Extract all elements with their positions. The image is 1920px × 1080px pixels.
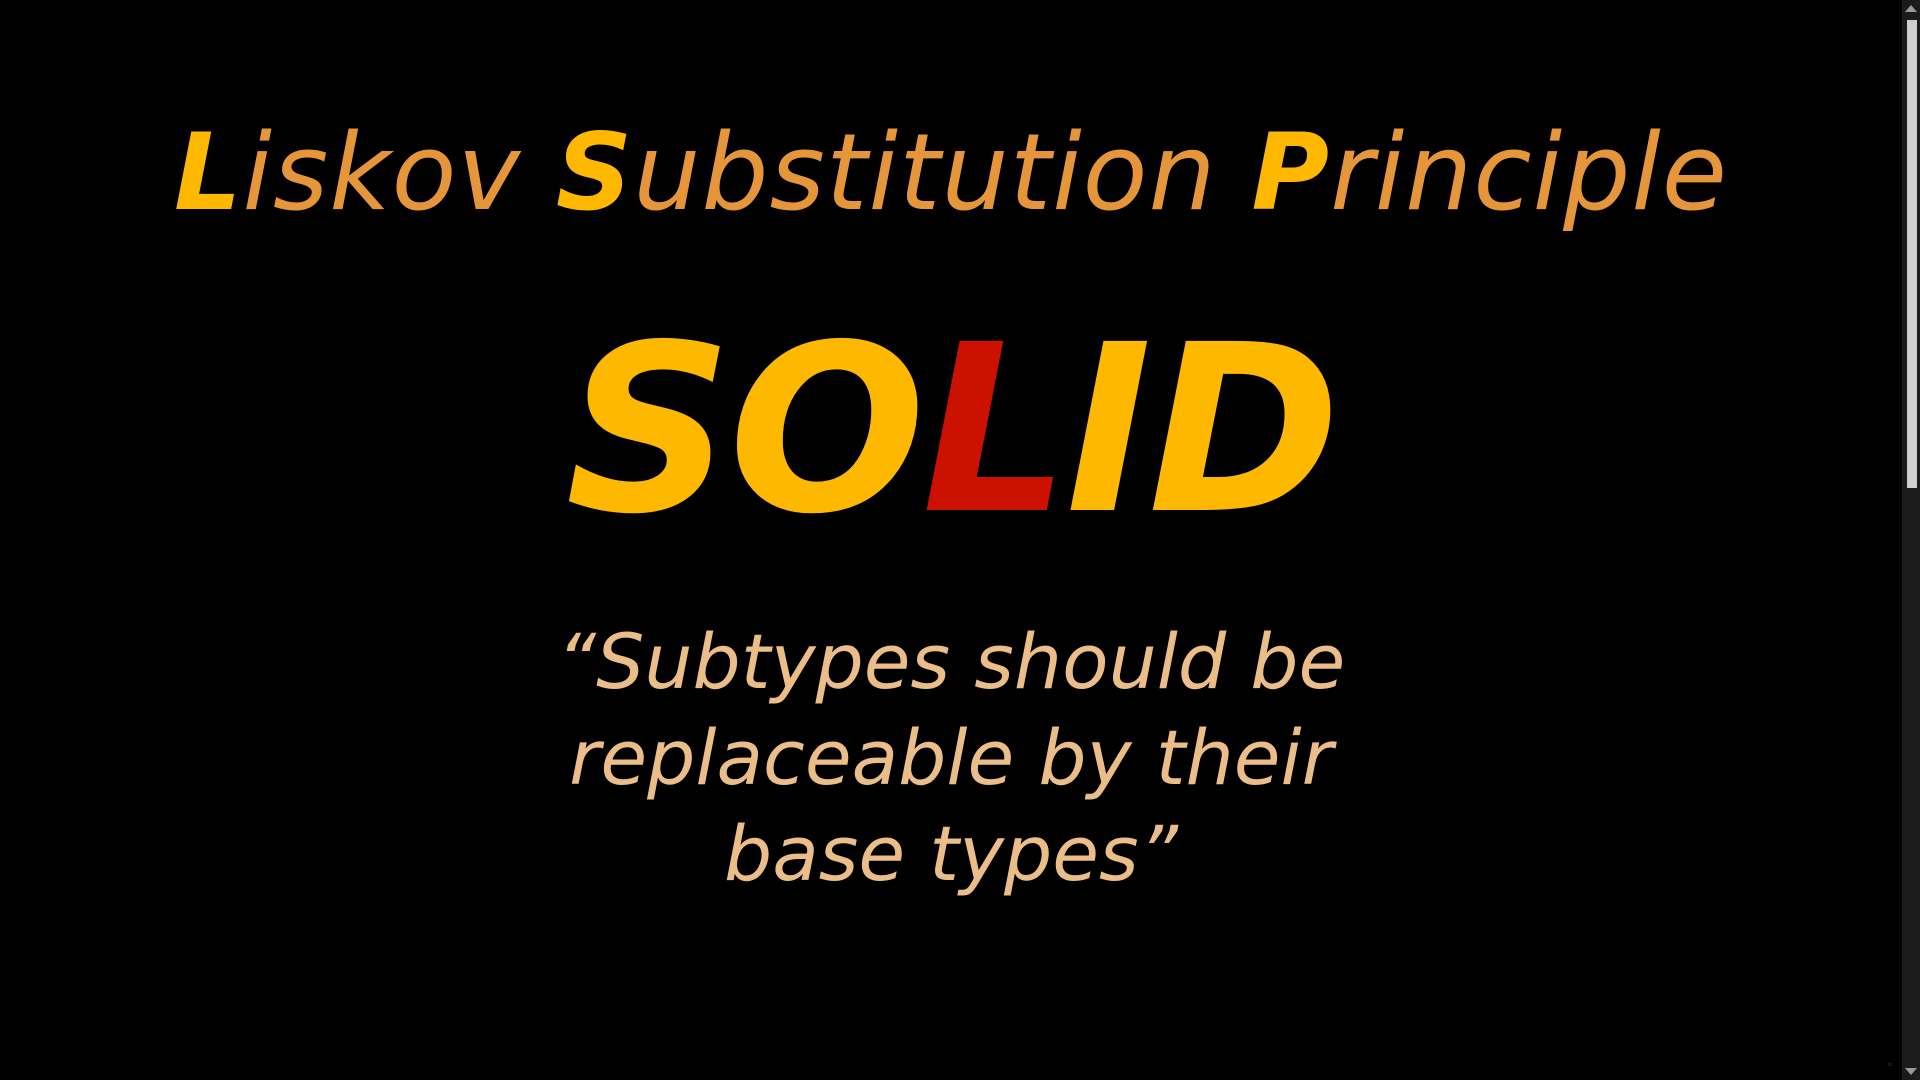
quote-line: base types”	[723, 809, 1179, 898]
acronym-letter-s: S	[565, 295, 732, 565]
title-rest-substitution: ubstitution	[633, 111, 1217, 234]
principle-quote: “Subtypes should be replaceable by their…	[451, 614, 1451, 902]
quote-line: replaceable by their	[569, 713, 1333, 802]
title-word-principle: Principle	[1251, 111, 1728, 234]
acronym-letter-i: I	[1065, 295, 1152, 565]
acronym-letter-d: D	[1147, 295, 1341, 565]
title-rest-liskov: iskov	[242, 111, 522, 234]
title-rest-principle: rinciple	[1330, 111, 1729, 234]
scroll-down-arrow-icon[interactable]	[1905, 1068, 1917, 1075]
corner-indicator-icon: ◦	[1887, 1060, 1893, 1071]
title-initial-p: P	[1251, 111, 1331, 234]
title-initial-s: S	[555, 111, 634, 234]
scroll-up-arrow-icon[interactable]	[1905, 5, 1917, 12]
acronym-letter-o: O	[728, 295, 926, 565]
scrollbar-thumb[interactable]	[1907, 20, 1917, 488]
slide-title: Liskov Substitution Principle	[0, 108, 1902, 238]
title-word-liskov: Liskov	[174, 111, 521, 234]
acronym-letter-l-highlighted: L	[921, 295, 1070, 565]
title-word-substitution: Substitution	[556, 111, 1217, 234]
quote-line: “Subtypes should be	[556, 617, 1346, 706]
solid-acronym: SOLID	[0, 300, 1902, 560]
vertical-scrollbar[interactable]	[1902, 0, 1920, 1080]
title-initial-l: L	[173, 111, 243, 234]
